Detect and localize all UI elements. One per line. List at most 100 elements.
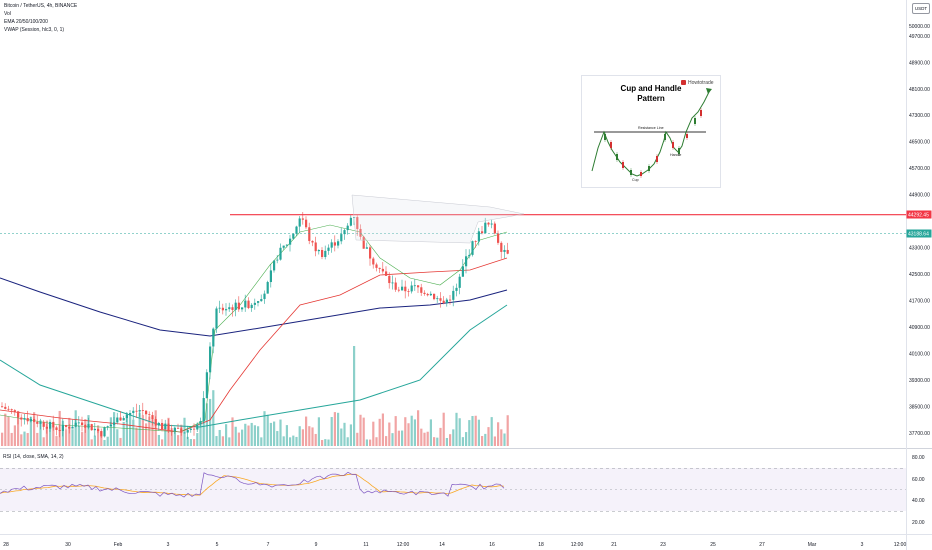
volume-bar bbox=[189, 439, 192, 446]
volume-bar bbox=[285, 425, 288, 446]
volume-bar bbox=[343, 422, 346, 446]
volume-bar bbox=[132, 419, 135, 446]
ema-indicator-label[interactable]: EMA 20/50/100/200 bbox=[4, 19, 48, 25]
volume-bar bbox=[77, 425, 80, 446]
candle-body bbox=[218, 307, 221, 309]
volume-bar bbox=[346, 437, 349, 446]
volume-bar bbox=[87, 415, 90, 446]
inset-candles bbox=[604, 108, 702, 178]
vol-indicator-label[interactable]: Vol bbox=[4, 11, 11, 17]
volume-bar bbox=[445, 438, 448, 446]
volume-bar bbox=[231, 417, 234, 446]
volume-bar bbox=[391, 433, 394, 446]
volume-bar bbox=[266, 414, 269, 446]
volume-bar bbox=[221, 436, 224, 446]
inset-handle-label: Handle bbox=[670, 153, 682, 157]
candle-body bbox=[170, 431, 173, 433]
candle-body bbox=[311, 240, 314, 243]
time-tick-label: 30 bbox=[65, 542, 71, 548]
candle-body bbox=[7, 408, 10, 410]
time-tick-label: 5 bbox=[216, 542, 219, 548]
volume-bar bbox=[484, 433, 487, 446]
candle-body bbox=[125, 414, 128, 419]
candle-body bbox=[346, 225, 349, 231]
candle-body bbox=[500, 242, 503, 252]
volume-bar bbox=[151, 418, 154, 446]
candle-body bbox=[308, 227, 311, 241]
candle-body bbox=[301, 218, 304, 220]
candle-body bbox=[71, 426, 74, 429]
volume-bar bbox=[263, 411, 266, 446]
candle-body bbox=[180, 428, 183, 433]
candle-body bbox=[87, 424, 90, 428]
volume-bar bbox=[269, 422, 272, 446]
volume-bar bbox=[500, 429, 503, 446]
candle-body bbox=[173, 427, 176, 432]
candle-body bbox=[493, 223, 496, 234]
volume-bar bbox=[13, 425, 16, 446]
time-tick-label: Feb bbox=[114, 542, 123, 548]
candle-body bbox=[359, 228, 362, 237]
candle-body bbox=[474, 241, 477, 242]
price-tick-label: 46500.00 bbox=[909, 140, 930, 146]
candle-body bbox=[253, 302, 256, 305]
volume-bar bbox=[1, 432, 4, 446]
candle-body bbox=[148, 414, 151, 416]
candle-body bbox=[481, 231, 484, 234]
candle-body bbox=[231, 307, 234, 310]
volume-bar bbox=[301, 429, 304, 446]
candle-body bbox=[289, 238, 292, 245]
inset-cup-label: Cup bbox=[632, 178, 639, 182]
candle-body bbox=[186, 429, 189, 433]
volume-bar bbox=[161, 439, 164, 446]
candle-body bbox=[471, 241, 474, 255]
currency-badge[interactable]: USDT bbox=[912, 3, 930, 14]
candle-body bbox=[189, 428, 192, 430]
volume-bar bbox=[362, 417, 365, 446]
volume-bar bbox=[439, 427, 442, 446]
inset-resistance-label: Resistance Line bbox=[638, 126, 664, 130]
candle-body bbox=[452, 290, 455, 300]
volume-bar bbox=[340, 428, 343, 446]
candle-body bbox=[77, 422, 80, 424]
candle-body bbox=[436, 298, 439, 300]
candle-body bbox=[445, 299, 448, 304]
time-tick-label: 25 bbox=[710, 542, 716, 548]
volume-bar bbox=[317, 417, 320, 446]
candle-body bbox=[292, 233, 295, 239]
volume-bar bbox=[122, 421, 125, 446]
time-tick-label: 27 bbox=[759, 542, 765, 548]
volume-bar bbox=[81, 432, 84, 446]
candle-body bbox=[317, 250, 320, 252]
volume-bar bbox=[423, 432, 426, 446]
volume-bar bbox=[404, 417, 407, 446]
resistance-price-label-bg bbox=[906, 210, 932, 219]
price-tick-label: 43300.00 bbox=[909, 246, 930, 252]
candle-body bbox=[420, 287, 423, 293]
symbol-title: Bitcoin / TetherUS, 4h, BINANCE bbox=[4, 3, 78, 9]
ema20-line bbox=[0, 224, 508, 433]
candle-body bbox=[391, 282, 394, 284]
candle-body bbox=[234, 302, 237, 310]
candle-body bbox=[138, 410, 141, 412]
candle-body bbox=[449, 299, 452, 301]
candle-body bbox=[58, 429, 61, 431]
volume-bar bbox=[33, 412, 36, 446]
candle-body bbox=[250, 304, 253, 309]
volume-bar bbox=[125, 412, 128, 446]
rsi-axis-ticks: 80.00 60.00 40.00 20.00 bbox=[912, 455, 925, 526]
volume-bar bbox=[141, 415, 144, 446]
vwap-indicator-label[interactable]: VWAP (Session, hlc3, 0, 1) bbox=[4, 27, 65, 33]
candle-body bbox=[410, 285, 413, 292]
candle-body bbox=[132, 410, 135, 414]
price-tick-label: 38500.00 bbox=[909, 404, 930, 410]
candle-body bbox=[109, 424, 112, 427]
inset-candle-body bbox=[700, 110, 702, 116]
candle-body bbox=[23, 418, 26, 420]
candle-body bbox=[397, 289, 400, 291]
volume-bar bbox=[298, 426, 301, 446]
time-tick-label: 12:00 bbox=[397, 542, 410, 548]
rsi-tick-label: 80.00 bbox=[912, 455, 925, 461]
volume-bar bbox=[100, 431, 103, 446]
